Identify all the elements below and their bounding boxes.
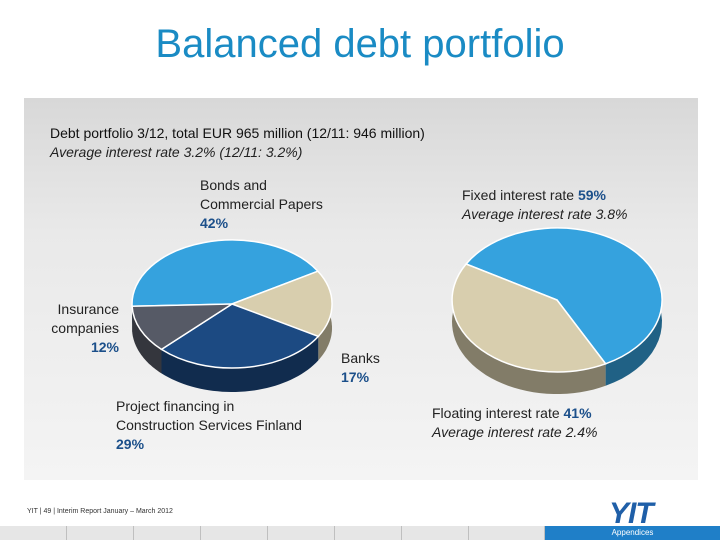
chart-subtitle-interest: Average interest rate 3.2% (12/11: 3.2%) [50,144,303,160]
footer-segment [0,526,67,540]
footer-segment [67,526,134,540]
footer-text: YIT | 49 | Interim Report January – Marc… [27,508,173,515]
label-bonds: Bonds and Commercial Papers 42% [200,177,323,231]
pie-side [132,306,162,374]
pie-side [452,264,606,394]
appendices-tab[interactable]: Appendices [545,526,720,540]
label-floating-rate: Floating interest rate 41% Average inter… [432,405,598,440]
footer-segment [134,526,201,540]
footer-segment [268,526,335,540]
footer-segment [402,526,469,540]
pie-chart-interest-rates [451,227,663,394]
pie-slice [464,227,663,365]
label-insurance: Insurance companies 12% [51,301,119,355]
label-project-financing: Project financing in Construction Servic… [116,398,302,452]
yit-logo: YIT [609,497,654,530]
page-title: Balanced debt portfolio [155,22,565,66]
pie-slice [451,263,607,373]
label-fixed-rate: Fixed interest rate 59% Average interest… [462,187,628,222]
footer-segment [469,526,545,540]
chart-subtitle: Debt portfolio 3/12, total EUR 965 milli… [50,125,425,141]
pie-chart-debt-composition [131,239,333,392]
pie-slice [131,239,320,307]
label-banks: Banks 17% [341,350,380,385]
pie-slice [131,303,235,351]
pie-slice [160,303,320,369]
footer-segment [201,526,268,540]
pie-side [161,336,319,392]
pie-slice [229,270,333,338]
footer-segment [335,526,402,540]
